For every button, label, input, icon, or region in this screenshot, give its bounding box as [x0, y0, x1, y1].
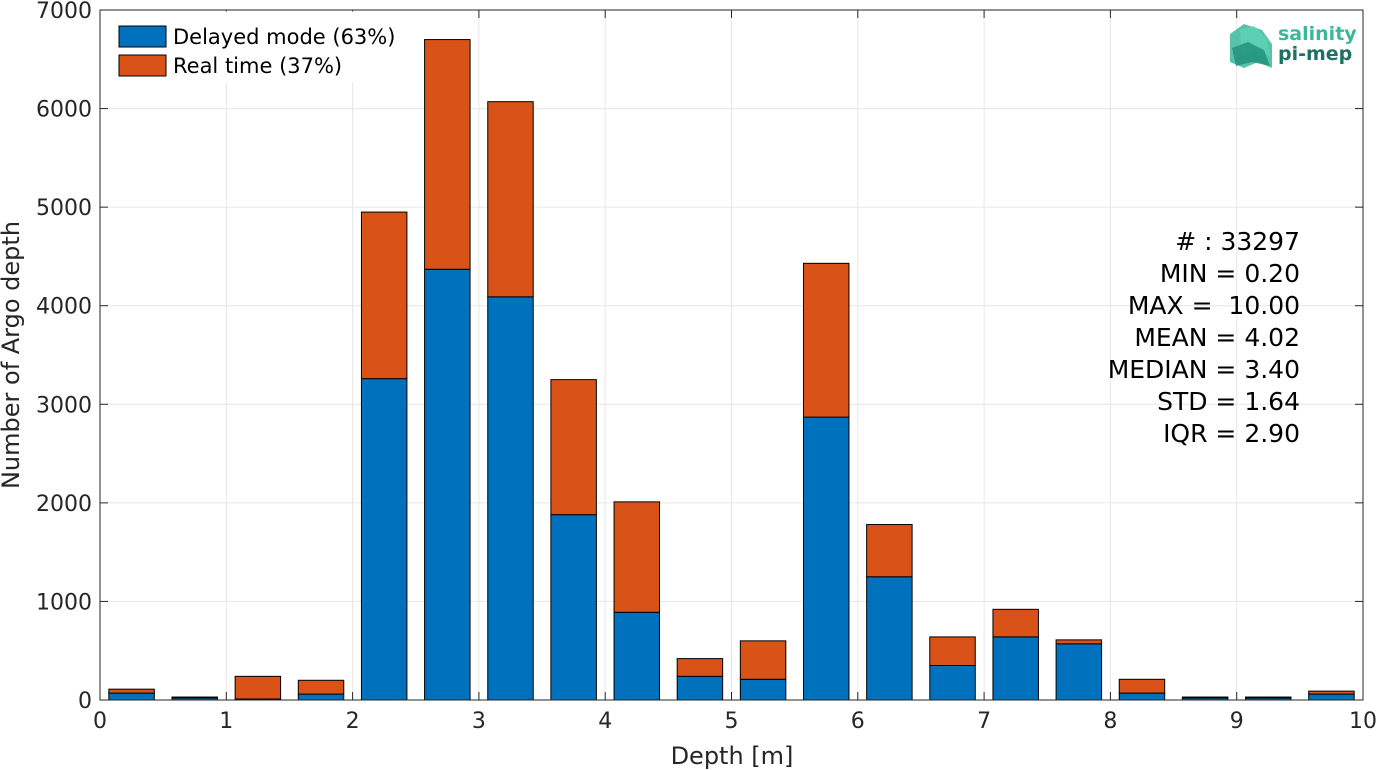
x-tick-label: 5 [725, 709, 739, 734]
bar-delayed-mode [360, 378, 408, 701]
y-tick-label: 7000 [36, 0, 92, 24]
wave-logo-icon [1230, 24, 1272, 68]
bar-real-time [487, 101, 534, 298]
bar-delayed-mode [1308, 693, 1355, 701]
bar-delayed-mode [929, 665, 976, 701]
bar-real-time [424, 39, 471, 270]
bar-delayed-mode [487, 296, 534, 701]
bar-delayed-mode [108, 692, 155, 701]
x-tick-label: 1 [219, 709, 233, 734]
bar-real-time [739, 640, 787, 680]
bar-real-time [1245, 696, 1292, 699]
bar-delayed-mode [550, 514, 597, 701]
bar-real-time [1308, 690, 1355, 695]
bar-real-time [613, 501, 661, 613]
y-tick-label: 3000 [36, 393, 92, 418]
x-tick-label: 7 [977, 709, 991, 734]
x-tick-label: 2 [346, 709, 360, 734]
bar-delayed-mode [1055, 643, 1103, 701]
stat-max: MAX = 10.00 [1128, 291, 1300, 320]
grid-lines [100, 10, 1363, 700]
legend: Delayed mode (63%) Real time (37%) [108, 11, 408, 83]
bar-delayed-mode [866, 576, 913, 701]
bar-real-time [171, 696, 218, 699]
y-axis-ticks: 0 1000 2000 3000 4000 5000 6000 7000 [36, 0, 1363, 714]
x-tick-label: 10 [1349, 709, 1377, 734]
stat-min: MIN = 0.20 [1160, 259, 1300, 288]
x-tick-label: 0 [93, 709, 107, 734]
y-tick-label: 2000 [36, 492, 92, 517]
x-tick-label: 3 [472, 709, 486, 734]
legend-swatch-delayed [118, 25, 167, 48]
stat-std: STD = 1.64 [1157, 387, 1300, 416]
y-tick-label: 0 [78, 689, 92, 714]
stat-mean: MEAN = 4.02 [1134, 323, 1300, 352]
logo-text-pi-mep: pi-mep [1278, 43, 1352, 65]
stat-median: MEDIAN = 3.40 [1108, 355, 1300, 384]
bar-delayed-mode [424, 268, 471, 701]
legend-swatch-realtime [118, 54, 167, 77]
bar-real-time [297, 679, 345, 695]
y-axis-label: Number of Argo depth [0, 221, 25, 489]
bar-real-time [550, 379, 597, 516]
bar-delayed-mode [1118, 692, 1166, 701]
y-tick-label: 4000 [36, 295, 92, 320]
bar-delayed-mode [676, 675, 724, 701]
statistics-box: # : 33297 MIN = 0.20 MAX = 10.00 MEAN = … [1108, 227, 1300, 448]
bar-real-time [992, 608, 1039, 638]
x-axis-ticks: 0 1 2 3 4 5 6 7 8 9 10 [93, 10, 1377, 734]
bar-real-time [866, 524, 913, 578]
bar-real-time [234, 675, 282, 700]
stat-iqr: IQR = 2.90 [1163, 419, 1300, 448]
y-tick-label: 1000 [36, 590, 92, 615]
bar-delayed-mode [992, 636, 1039, 701]
bar-delayed-mode [739, 678, 787, 701]
x-tick-label: 6 [851, 709, 865, 734]
bar-real-time [929, 636, 976, 667]
x-axis-label: Depth [m] [671, 742, 794, 770]
stat-count: # : 33297 [1175, 227, 1300, 256]
x-tick-label: 4 [598, 709, 612, 734]
y-tick-label: 5000 [36, 196, 92, 221]
legend-label-delayed: Delayed mode (63%) [173, 25, 395, 49]
logo-text-salinity: salinity [1278, 23, 1357, 45]
bar-real-time [1118, 678, 1166, 694]
bar-delayed-mode [613, 611, 661, 701]
bar-delayed-mode [297, 693, 345, 701]
bar-real-time [676, 658, 724, 677]
salinity-pi-mep-logo: salinity pi-mep [1230, 23, 1357, 68]
bars [108, 39, 1355, 701]
bar-real-time [1055, 639, 1103, 645]
x-tick-label: 8 [1103, 709, 1117, 734]
bar-delayed-mode [802, 416, 850, 701]
bar-real-time [108, 688, 155, 694]
bar-real-time [802, 262, 850, 418]
bar-real-time [1181, 696, 1229, 699]
legend-label-realtime: Real time (37%) [173, 54, 342, 78]
y-tick-label: 6000 [36, 98, 92, 123]
bar-real-time [360, 211, 408, 380]
x-tick-label: 9 [1230, 709, 1244, 734]
